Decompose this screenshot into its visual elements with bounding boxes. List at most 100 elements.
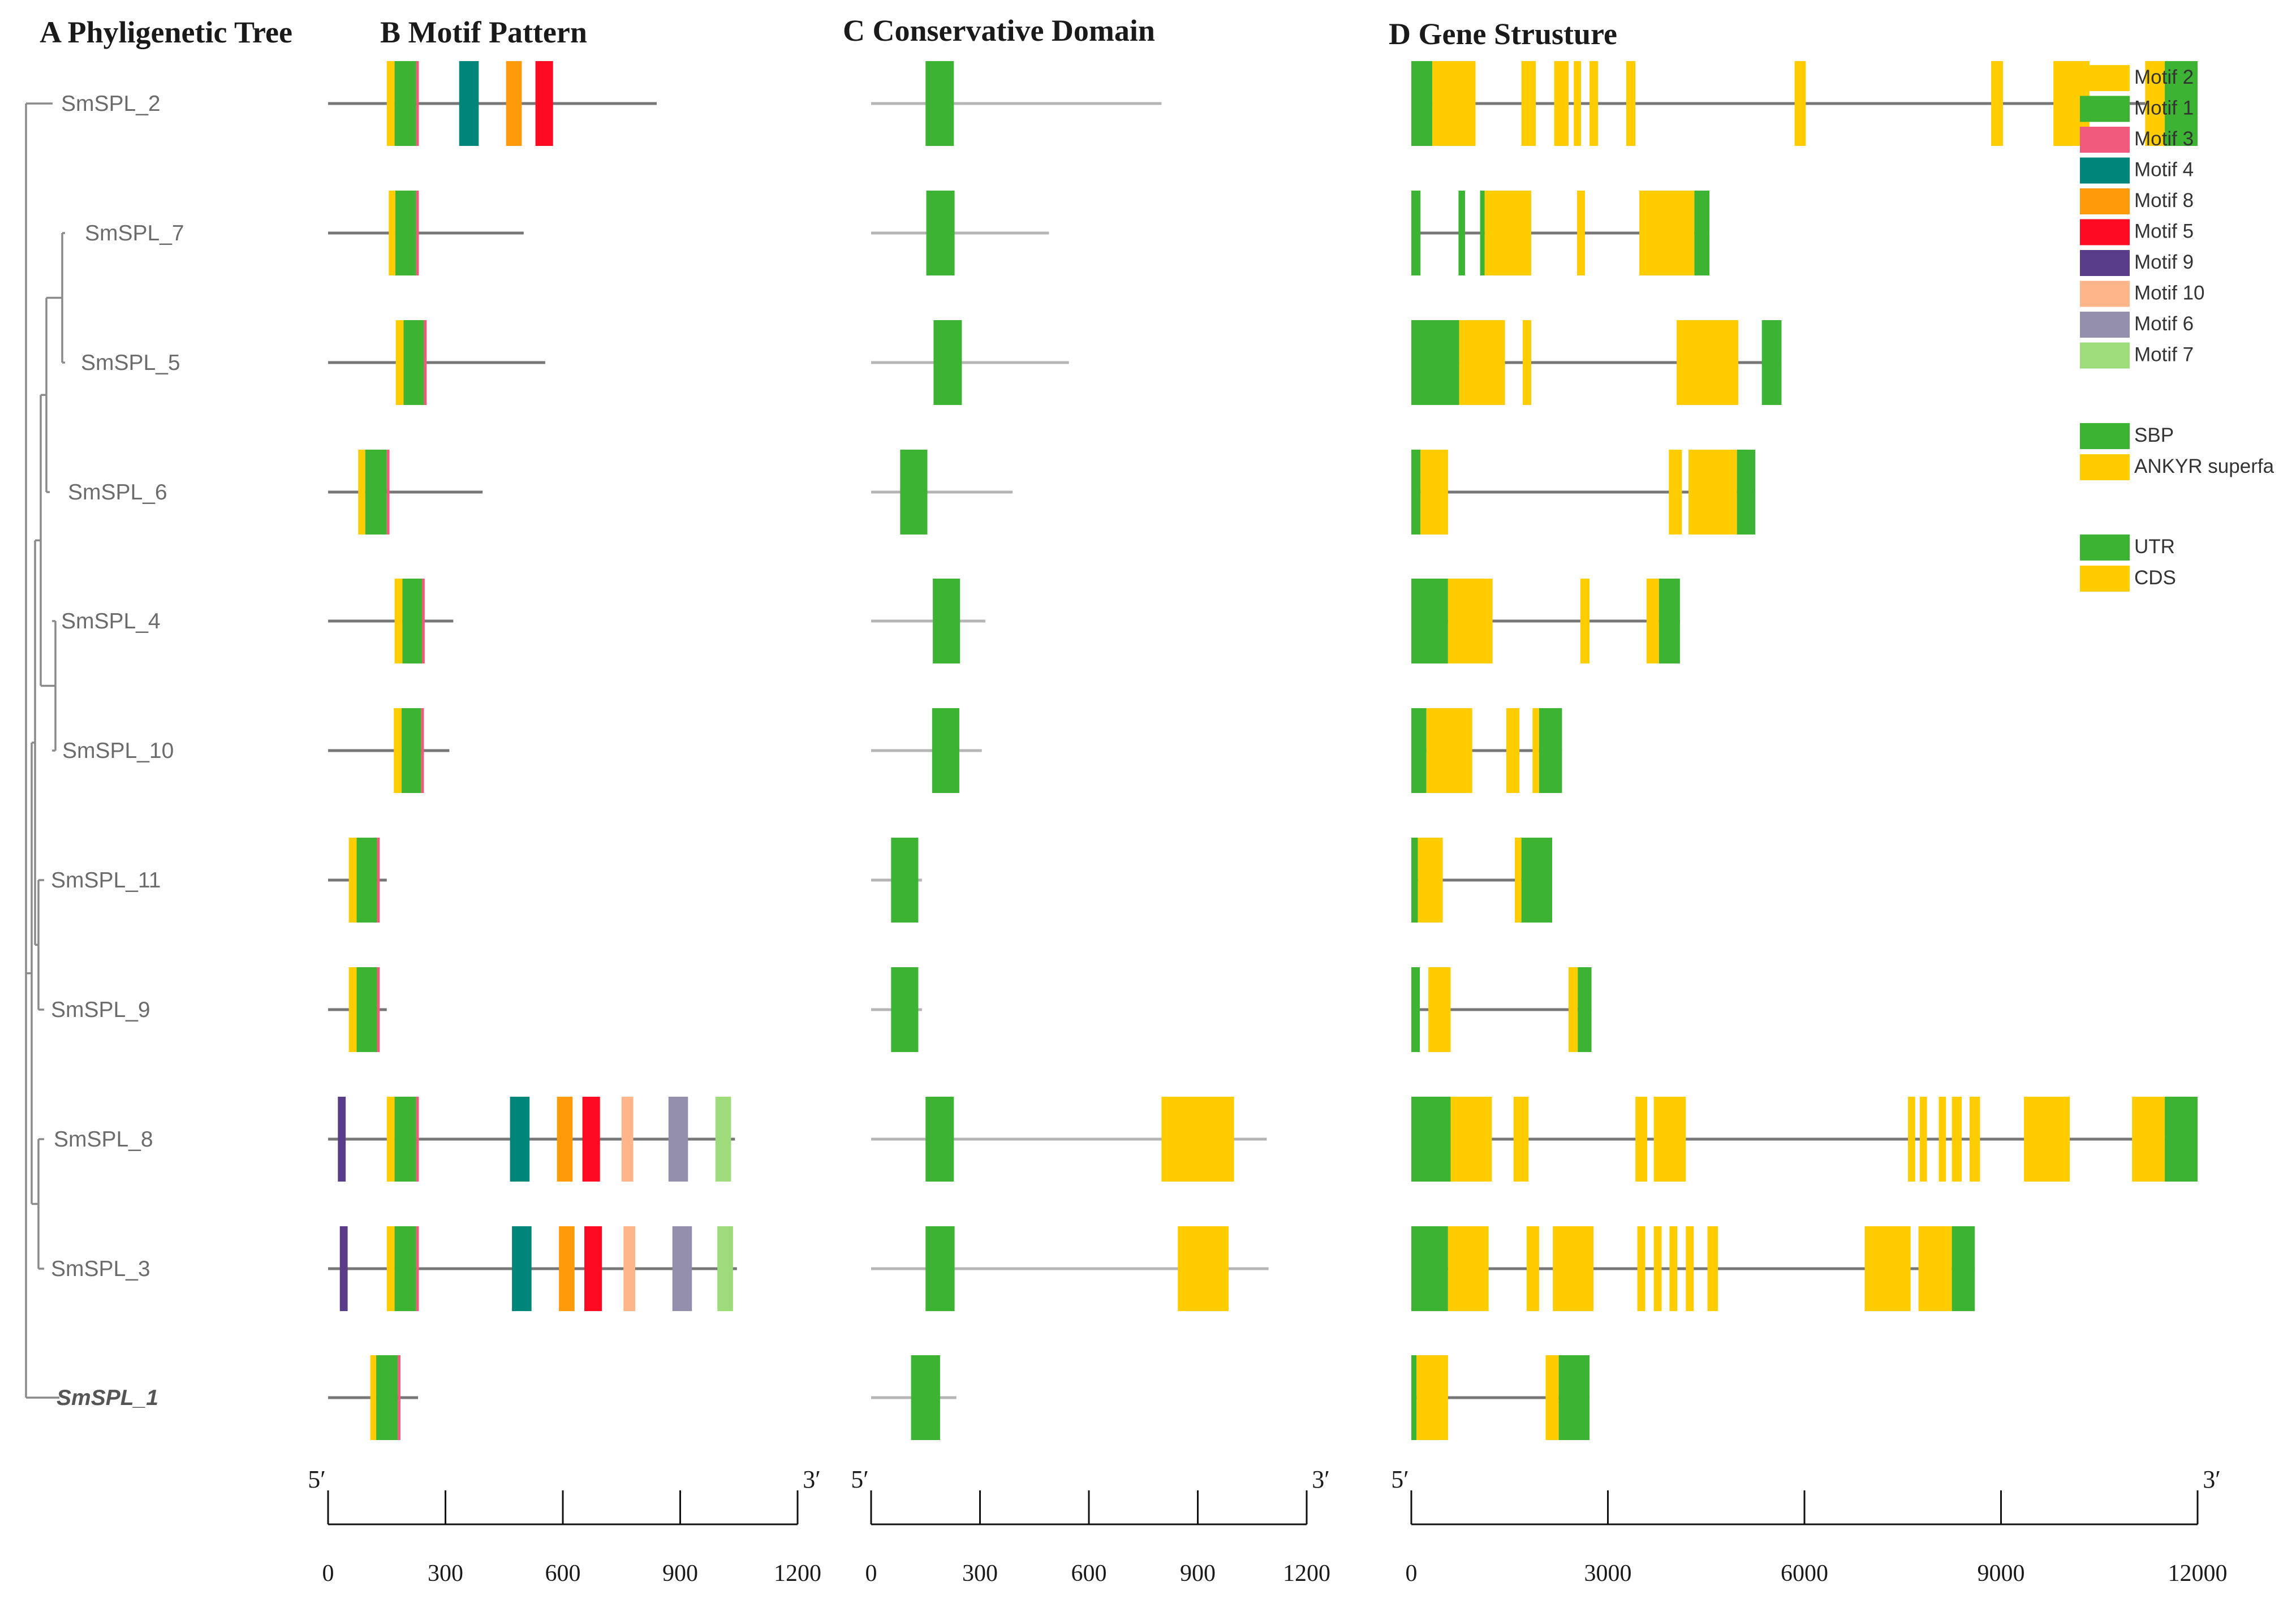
motif-box: [416, 191, 419, 275]
utr-box: [1558, 1355, 1590, 1440]
cds-box: [1484, 191, 1531, 275]
legend-motif-label: Motif 5: [2134, 221, 2194, 243]
domain-box: [911, 1355, 940, 1440]
domain-box: [900, 450, 928, 535]
cds-box: [1677, 320, 1739, 405]
cds-box: [1952, 1097, 1962, 1182]
cds-box: [1521, 61, 1536, 146]
domain-row: [871, 1355, 957, 1440]
motif-box: [386, 450, 390, 535]
utr-box: [2165, 61, 2198, 146]
phylogenetic-tree: [25, 102, 65, 1399]
axis-end-label: 3′: [1312, 1466, 1330, 1493]
motif-box: [557, 1097, 573, 1182]
legend-motif-swatch: [2080, 250, 2130, 276]
utr-box: [1411, 450, 1421, 535]
utr-box: [2165, 1097, 2198, 1182]
motif-box: [376, 1355, 398, 1440]
gene-label: SmSPL_3: [51, 1257, 150, 1281]
cds-box: [1526, 1226, 1539, 1311]
motif-box: [582, 1097, 600, 1182]
utr-box: [1411, 1355, 1417, 1440]
legend-feature-label: CDS: [2134, 567, 2176, 589]
cds-box: [1416, 1355, 1448, 1440]
legend-motif-label: Motif 1: [2134, 97, 2194, 119]
legend-motif-swatch: [2080, 312, 2130, 338]
motif-row: [328, 1355, 419, 1440]
conservative-domain-panel: [871, 61, 1269, 1440]
motif-box: [365, 450, 387, 535]
utr-box: [1411, 61, 1433, 146]
motif-box: [348, 838, 357, 923]
gene-structure-panel: [1411, 61, 2198, 1440]
domain-row: [871, 579, 986, 663]
motif-box: [402, 579, 422, 663]
cds-box: [1794, 61, 1806, 146]
cds-box: [1569, 967, 1578, 1052]
panel-title-a: A Phyligenetic Tree: [40, 15, 292, 49]
utr-box: [1458, 191, 1465, 275]
axis-start-label: 5′: [1391, 1466, 1409, 1493]
domain-box: [1161, 1097, 1234, 1182]
domain-row: [871, 967, 922, 1052]
cds-box: [1688, 450, 1737, 535]
legend-motif-swatch: [2080, 342, 2130, 369]
gene-label: SmSPL_2: [61, 92, 161, 116]
axis-tick-label: 900: [1180, 1561, 1216, 1587]
cds-box: [1553, 1226, 1594, 1311]
cds-box: [1515, 838, 1522, 923]
motif-box: [422, 579, 425, 663]
legend-feature-swatch: [2080, 566, 2130, 592]
axis-tick-label: 900: [662, 1561, 698, 1587]
utr-box: [1480, 191, 1485, 275]
motif-box: [717, 1226, 733, 1311]
legend-motif-label: Motif 4: [2134, 159, 2194, 181]
motif-box: [535, 61, 553, 146]
motif-box: [386, 1097, 395, 1182]
gene-row: [1411, 967, 1592, 1052]
axis-tick-label: 3000: [1584, 1561, 1632, 1587]
gene-row: [1411, 450, 1756, 535]
panel-title-c: C Conservative Domain: [843, 14, 1155, 48]
utr-box: [1411, 320, 1459, 405]
cds-box: [1450, 1097, 1492, 1182]
cds-box: [2132, 1097, 2165, 1182]
gene-row: [1411, 1097, 2198, 1182]
axis-tick-label: 9000: [1978, 1561, 2025, 1587]
scale-axes: 0 300 600 900 1200 5′ 3′ 0 300 600 900 1200 5′ 3′ 0 300…: [308, 1466, 2227, 1587]
cds-box: [1939, 1097, 1946, 1182]
utr-box: [1411, 579, 1448, 663]
cds-box: [1432, 61, 1476, 146]
axis-tick-label: 600: [545, 1561, 581, 1587]
motif-box: [403, 320, 424, 405]
cds-box: [1506, 708, 1520, 793]
domain-box: [1178, 1226, 1229, 1311]
utr-box: [1761, 320, 1782, 405]
motif-box: [559, 1226, 575, 1311]
domain-box: [891, 967, 919, 1052]
domain-box: [891, 838, 919, 923]
motif-box: [394, 708, 402, 793]
cds-box: [1426, 708, 1472, 793]
motif-box: [389, 191, 395, 275]
cds-box: [1969, 1097, 1980, 1182]
motif-row: [328, 191, 524, 275]
utr-box: [1411, 1097, 1451, 1182]
motif-box: [424, 320, 427, 405]
motif-box: [358, 450, 365, 535]
cds-box: [1908, 1097, 1915, 1182]
motif-scale-axis: 0 300 600 900 1200 5′ 3′: [308, 1466, 821, 1587]
cds-box: [1707, 1226, 1718, 1311]
cds-box: [1532, 708, 1539, 793]
motif-box: [348, 967, 357, 1052]
legend-motif-swatch: [2080, 127, 2130, 153]
legend-motif-swatch: [2080, 157, 2130, 184]
domain-row: [871, 838, 922, 923]
legend-motif-label: Motif 7: [2134, 344, 2194, 366]
gene-row: [1411, 579, 1680, 663]
motif-box: [421, 708, 424, 793]
legend-motif-swatch: [2080, 188, 2130, 214]
motif-box: [394, 1226, 416, 1311]
cds-box: [1589, 61, 1599, 146]
motif-box: [459, 61, 479, 146]
